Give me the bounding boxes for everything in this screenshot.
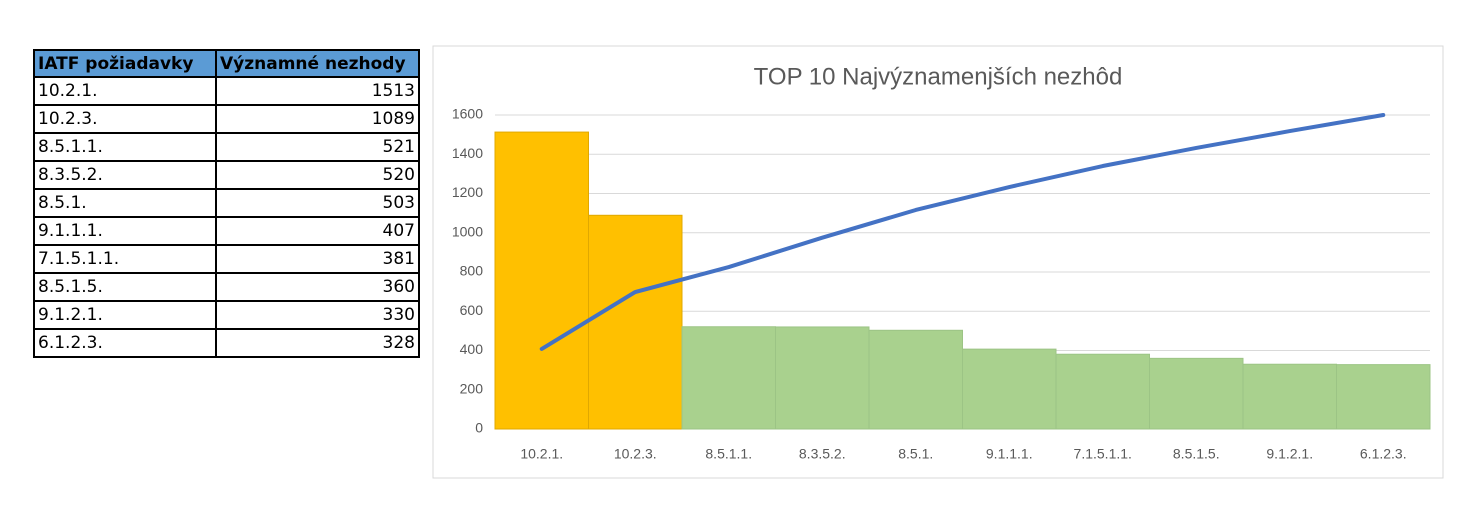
y-tick-label: 1600 [452,106,483,122]
table-cell: 8.5.1.5. [33,272,217,302]
header-cell: Významné nezhody [215,49,420,78]
bar [868,329,963,430]
chart-title: TOP 10 Najvýznamenjších nezhôd [754,63,1123,90]
x-tick-label: 10.2.1. [520,446,563,462]
table-cell: 10.2.3. [33,104,217,134]
table-cell: 8.3.5.2. [33,160,217,190]
table-row: 8.5.1.5. 360 [33,272,420,302]
table-row: 7.1.5.1.1. 381 [33,244,420,274]
y-tick-label: 600 [460,302,484,318]
x-tick-label: 8.5.1.5. [1173,446,1220,462]
table-row: 8.5.1.1. 521 [33,132,420,162]
data-table: IATF požiadavky Významné nezhody 10.2.1. 15… [33,49,420,358]
bar [588,214,683,430]
bar [494,131,589,430]
y-tick-label: 1400 [452,145,483,161]
table-cell: 381 [215,244,420,274]
bar [775,326,870,430]
bar [1149,357,1244,430]
table-cell: 8.5.1. [33,188,217,218]
x-tick-label: 8.5.1. [898,446,933,462]
table-cell: 10.2.1. [33,76,217,106]
table-row: 10.2.3. 1089 [33,104,420,134]
y-tick-label: 1000 [452,223,483,239]
table-cell: 1513 [215,76,420,106]
x-tick-label: 8.3.5.2. [799,446,846,462]
table-cell: 9.1.2.1. [33,300,217,330]
table-cell: 521 [215,132,420,162]
bar [1055,353,1150,430]
y-tick-label: 1200 [452,184,483,200]
y-tick-label: 400 [460,341,484,357]
table-cell: 328 [215,328,420,358]
table-cell: 6.1.2.3. [33,328,217,358]
table-row: 8.3.5.2. 520 [33,160,420,190]
table-cell: 360 [215,272,420,302]
bar [962,348,1057,430]
table-row: 9.1.1.1. 407 [33,216,420,246]
table-cell: 407 [215,216,420,246]
table-cell: 503 [215,188,420,218]
line [539,113,1386,351]
table-row: 9.1.2.1. 330 [33,300,420,330]
table-row: 10.2.1. 1513 [33,76,420,106]
table-body: 10.2.1. 1513 10.2.3. 1089 8.5.1.1. 521 8.3.5.2… [33,76,420,358]
header-cell: IATF požiadavky [33,49,217,78]
table-row: 6.1.2.3. 328 [33,328,420,358]
bar [1242,363,1337,430]
bar [1336,364,1431,430]
x-tick-label: 10.2.3. [614,446,657,462]
header-row: IATF požiadavky Významné nezhody [33,49,420,78]
x-tick-label: 6.1.2.3. [1360,446,1407,462]
table-cell: 330 [215,300,420,330]
x-tick-label: 9.1.1.1. [986,446,1033,462]
x-tick-label: 8.5.1.1. [705,446,752,462]
table-cell: 1089 [215,104,420,134]
table-cell: 9.1.1.1. [33,216,217,246]
x-tick-label: 7.1.5.1.1. [1074,446,1132,462]
bar [681,326,776,430]
y-tick-label: 200 [460,380,484,396]
table-cell: 8.5.1.1. [33,132,217,162]
table-cell: 520 [215,160,420,190]
table-row: 8.5.1. 503 [33,188,420,218]
y-tick-label: 800 [460,263,484,279]
table-cell: 7.1.5.1.1. [33,244,217,274]
y-tick-label: 0 [475,420,483,436]
x-tick-label: 9.1.2.1. [1266,446,1313,462]
